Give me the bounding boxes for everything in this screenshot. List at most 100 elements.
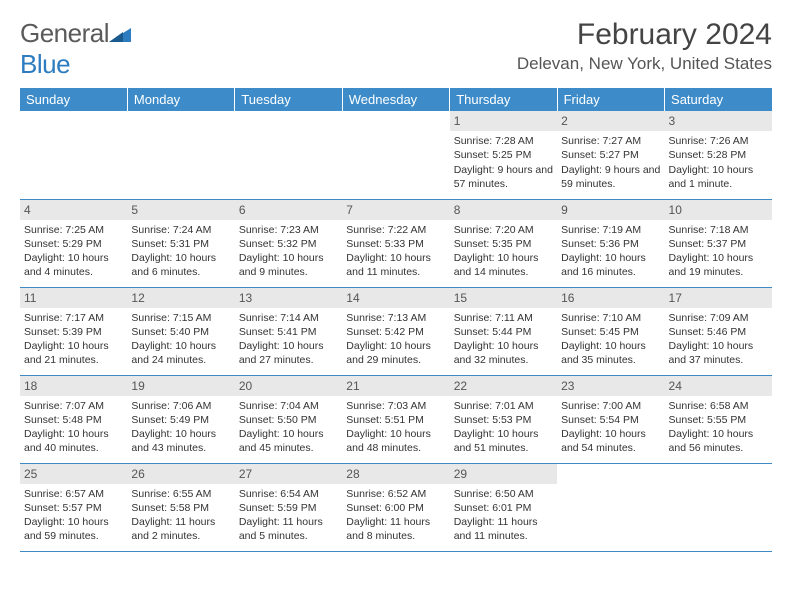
- day-number: 1: [450, 111, 557, 131]
- sunset-text: Sunset: 5:33 PM: [346, 237, 445, 251]
- sunset-text: Sunset: 5:32 PM: [239, 237, 338, 251]
- day-info: Sunrise: 7:20 AMSunset: 5:35 PMDaylight:…: [454, 223, 553, 280]
- daylight-text: Daylight: 10 hours and 21 minutes.: [24, 339, 123, 367]
- sunrise-text: Sunrise: 6:57 AM: [24, 487, 123, 501]
- day-info: Sunrise: 7:06 AMSunset: 5:49 PMDaylight:…: [131, 399, 230, 456]
- day-info: Sunrise: 7:03 AMSunset: 5:51 PMDaylight:…: [346, 399, 445, 456]
- day-info: Sunrise: 7:25 AMSunset: 5:29 PMDaylight:…: [24, 223, 123, 280]
- sunrise-text: Sunrise: 7:24 AM: [131, 223, 230, 237]
- day-info: Sunrise: 6:58 AMSunset: 5:55 PMDaylight:…: [669, 399, 768, 456]
- day-number: 29: [450, 464, 557, 484]
- daylight-text: Daylight: 10 hours and 6 minutes.: [131, 251, 230, 279]
- day-number: 13: [235, 288, 342, 308]
- day-number: 3: [665, 111, 772, 131]
- daylight-text: Daylight: 10 hours and 43 minutes.: [131, 427, 230, 455]
- sunrise-text: Sunrise: 6:58 AM: [669, 399, 768, 413]
- sunset-text: Sunset: 5:25 PM: [454, 148, 553, 162]
- calendar-day: 20 Sunrise: 7:04 AMSunset: 5:50 PMDayligh…: [235, 375, 342, 463]
- calendar-day: 21Sunrise: 7:03 AMSunset: 5:51 PMDayligh…: [342, 375, 449, 463]
- sunrise-text: Sunrise: 7:03 AM: [346, 399, 445, 413]
- logo-word1: General: [20, 18, 109, 48]
- sunrise-text: Sunrise: 7:01 AM: [454, 399, 553, 413]
- sunrise-text: Sunrise: 6:50 AM: [454, 487, 553, 501]
- day-info: Sunrise: 7:19 AMSunset: 5:36 PMDaylight:…: [561, 223, 660, 280]
- sunrise-text: Sunrise: 7:13 AM: [346, 311, 445, 325]
- sunset-text: Sunset: 5:41 PM: [239, 325, 338, 339]
- weekday-header-row: SundayMondayTuesdayWednesdayThursdayFrid…: [20, 88, 772, 111]
- daylight-text: Daylight: 11 hours and 5 minutes.: [239, 515, 338, 543]
- day-info: Sunrise: 6:54 AMSunset: 5:59 PMDaylight:…: [239, 487, 338, 544]
- daylight-text: Daylight: 9 hours and 59 minutes.: [561, 163, 660, 191]
- calendar-table: SundayMondayTuesdayWednesdayThursdayFrid…: [20, 88, 772, 552]
- calendar-day: [235, 111, 342, 199]
- daylight-text: Daylight: 10 hours and 56 minutes.: [669, 427, 768, 455]
- sunset-text: Sunset: 5:36 PM: [561, 237, 660, 251]
- sunset-text: Sunset: 5:39 PM: [24, 325, 123, 339]
- day-info: Sunrise: 7:18 AMSunset: 5:37 PMDaylight:…: [669, 223, 768, 280]
- weekday-header: Sunday: [20, 88, 127, 111]
- calendar-week: 25Sunrise: 6:57 AMSunset: 5:57 PMDayligh…: [20, 463, 772, 551]
- calendar-day: 18Sunrise: 7:07 AMSunset: 5:48 PMDayligh…: [20, 375, 127, 463]
- sunrise-text: Sunrise: 7:26 AM: [669, 134, 768, 148]
- daylight-text: Daylight: 10 hours and 14 minutes.: [454, 251, 553, 279]
- day-info: Sunrise: 7:14 AMSunset: 5:41 PMDaylight:…: [239, 311, 338, 368]
- daylight-text: Daylight: 10 hours and 59 minutes.: [24, 515, 123, 543]
- sunrise-text: Sunrise: 7:04 AM: [239, 399, 338, 413]
- month-title: February 2024: [517, 18, 772, 52]
- calendar-day: 6Sunrise: 7:23 AMSunset: 5:32 PMDaylight…: [235, 199, 342, 287]
- day-number: 9: [557, 200, 664, 220]
- sunrise-text: Sunrise: 7:18 AM: [669, 223, 768, 237]
- sunrise-text: Sunrise: 7:09 AM: [669, 311, 768, 325]
- sunset-text: Sunset: 5:51 PM: [346, 413, 445, 427]
- calendar-week: 11Sunrise: 7:17 AMSunset: 5:39 PMDayligh…: [20, 287, 772, 375]
- day-number: 18: [20, 376, 127, 396]
- calendar-day: 22Sunrise: 7:01 AMSunset: 5:53 PMDayligh…: [450, 375, 557, 463]
- sunrise-text: Sunrise: 7:07 AM: [24, 399, 123, 413]
- day-info: Sunrise: 7:24 AMSunset: 5:31 PMDaylight:…: [131, 223, 230, 280]
- day-info: Sunrise: 6:55 AMSunset: 5:58 PMDaylight:…: [131, 487, 230, 544]
- daylight-text: Daylight: 11 hours and 11 minutes.: [454, 515, 553, 543]
- day-number: 20: [235, 376, 342, 396]
- sunset-text: Sunset: 5:54 PM: [561, 413, 660, 427]
- sunrise-text: Sunrise: 7:23 AM: [239, 223, 338, 237]
- day-number: 6: [235, 200, 342, 220]
- sunset-text: Sunset: 5:29 PM: [24, 237, 123, 251]
- calendar-day: 10Sunrise: 7:18 AMSunset: 5:37 PMDayligh…: [665, 199, 772, 287]
- daylight-text: Daylight: 10 hours and 54 minutes.: [561, 427, 660, 455]
- day-info: Sunrise: 7:09 AMSunset: 5:46 PMDaylight:…: [669, 311, 768, 368]
- day-number: 12: [127, 288, 234, 308]
- day-number: 17: [665, 288, 772, 308]
- day-info: Sunrise: 7:04 AMSunset: 5:50 PMDaylight:…: [239, 399, 338, 456]
- sunrise-text: Sunrise: 7:28 AM: [454, 134, 553, 148]
- calendar-day: [665, 463, 772, 551]
- daylight-text: Daylight: 10 hours and 35 minutes.: [561, 339, 660, 367]
- daylight-text: Daylight: 11 hours and 2 minutes.: [131, 515, 230, 543]
- sunset-text: Sunset: 5:46 PM: [669, 325, 768, 339]
- day-number: 11: [20, 288, 127, 308]
- sunrise-text: Sunrise: 6:54 AM: [239, 487, 338, 501]
- calendar-week: 4Sunrise: 7:25 AMSunset: 5:29 PMDaylight…: [20, 199, 772, 287]
- day-info: Sunrise: 7:28 AMSunset: 5:25 PMDaylight:…: [454, 134, 553, 191]
- day-info: Sunrise: 7:10 AMSunset: 5:45 PMDaylight:…: [561, 311, 660, 368]
- logo-word2: Blue: [20, 49, 70, 79]
- sunrise-text: Sunrise: 7:19 AM: [561, 223, 660, 237]
- sunset-text: Sunset: 5:58 PM: [131, 501, 230, 515]
- sunset-text: Sunset: 5:45 PM: [561, 325, 660, 339]
- sunrise-text: Sunrise: 7:15 AM: [131, 311, 230, 325]
- day-number: 16: [557, 288, 664, 308]
- daylight-text: Daylight: 10 hours and 24 minutes.: [131, 339, 230, 367]
- day-info: Sunrise: 7:11 AMSunset: 5:44 PMDaylight:…: [454, 311, 553, 368]
- sunset-text: Sunset: 5:28 PM: [669, 148, 768, 162]
- day-info: Sunrise: 7:00 AMSunset: 5:54 PMDaylight:…: [561, 399, 660, 456]
- calendar-day: 19Sunrise: 7:06 AMSunset: 5:49 PMDayligh…: [127, 375, 234, 463]
- day-number: 5: [127, 200, 234, 220]
- sunset-text: Sunset: 5:55 PM: [669, 413, 768, 427]
- sunset-text: Sunset: 5:59 PM: [239, 501, 338, 515]
- day-info: Sunrise: 7:27 AMSunset: 5:27 PMDaylight:…: [561, 134, 660, 191]
- sunset-text: Sunset: 5:44 PM: [454, 325, 553, 339]
- day-number: 2: [557, 111, 664, 131]
- sunrise-text: Sunrise: 7:17 AM: [24, 311, 123, 325]
- daylight-text: Daylight: 10 hours and 19 minutes.: [669, 251, 768, 279]
- day-number: 28: [342, 464, 449, 484]
- sunrise-text: Sunrise: 6:55 AM: [131, 487, 230, 501]
